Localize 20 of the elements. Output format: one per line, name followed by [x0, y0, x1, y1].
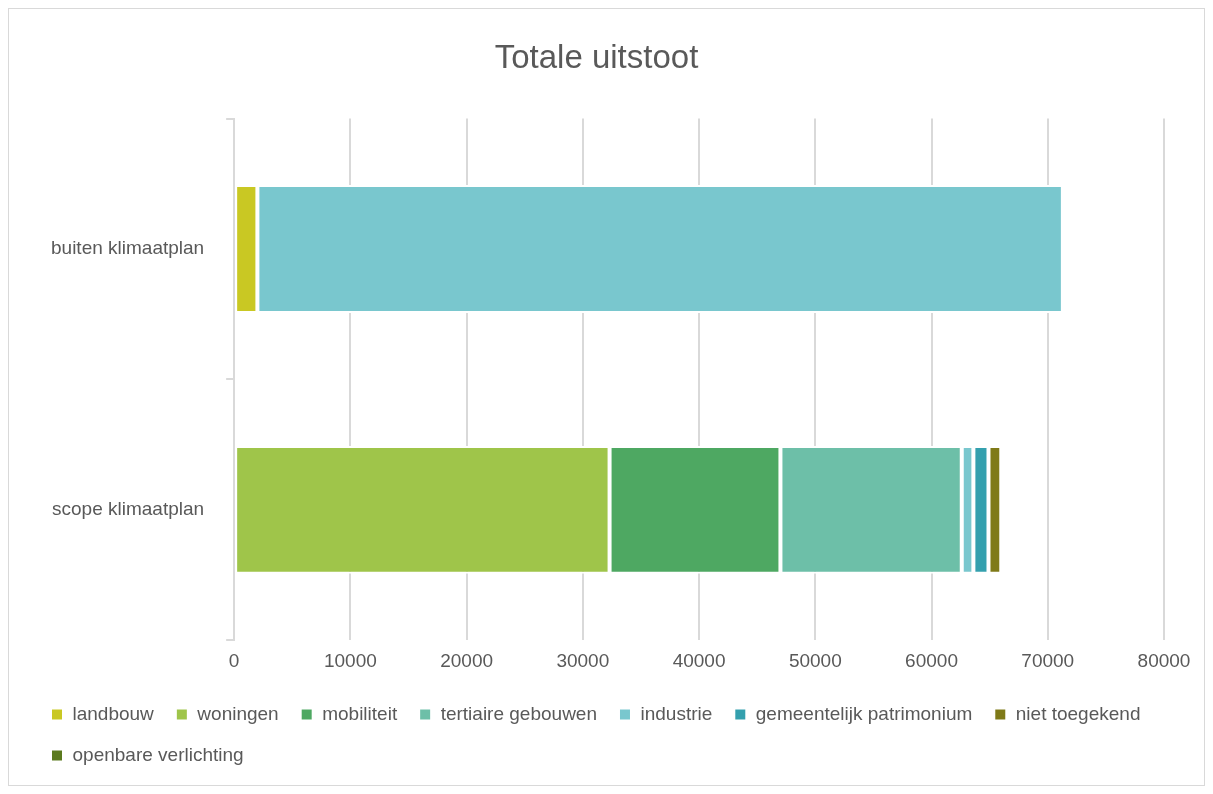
- x-tick-label: 40000: [672, 649, 726, 671]
- legend-label: gemeentelijk patrimonium: [755, 702, 973, 724]
- legend-label: mobiliteit: [322, 702, 398, 724]
- x-tick-label: 30000: [556, 649, 610, 671]
- x-tick-label: 60000: [905, 649, 958, 671]
- x-tick-label: 70000: [1021, 649, 1075, 671]
- legend-label: tertiaire gebouwen: [440, 702, 597, 724]
- x-tick-label: 80000: [1137, 649, 1191, 671]
- legend-label: industrie: [640, 702, 713, 724]
- x-tick-label: 50000: [788, 649, 842, 671]
- legend-label: niet toegekend: [1015, 702, 1141, 724]
- legend-label: woningen: [196, 702, 279, 724]
- chart-title: Totale uitstoot: [494, 37, 699, 75]
- legend-label: landbouw: [72, 702, 155, 724]
- legend-label: openbare verlichting: [72, 743, 244, 765]
- x-tick-label: 0: [228, 649, 240, 671]
- y-tick-label: buiten klimaatplan: [50, 237, 205, 259]
- y-tick-label: scope klimaatplan: [52, 498, 205, 520]
- x-tick-label: 10000: [323, 649, 377, 671]
- x-tick-label: 20000: [440, 649, 494, 671]
